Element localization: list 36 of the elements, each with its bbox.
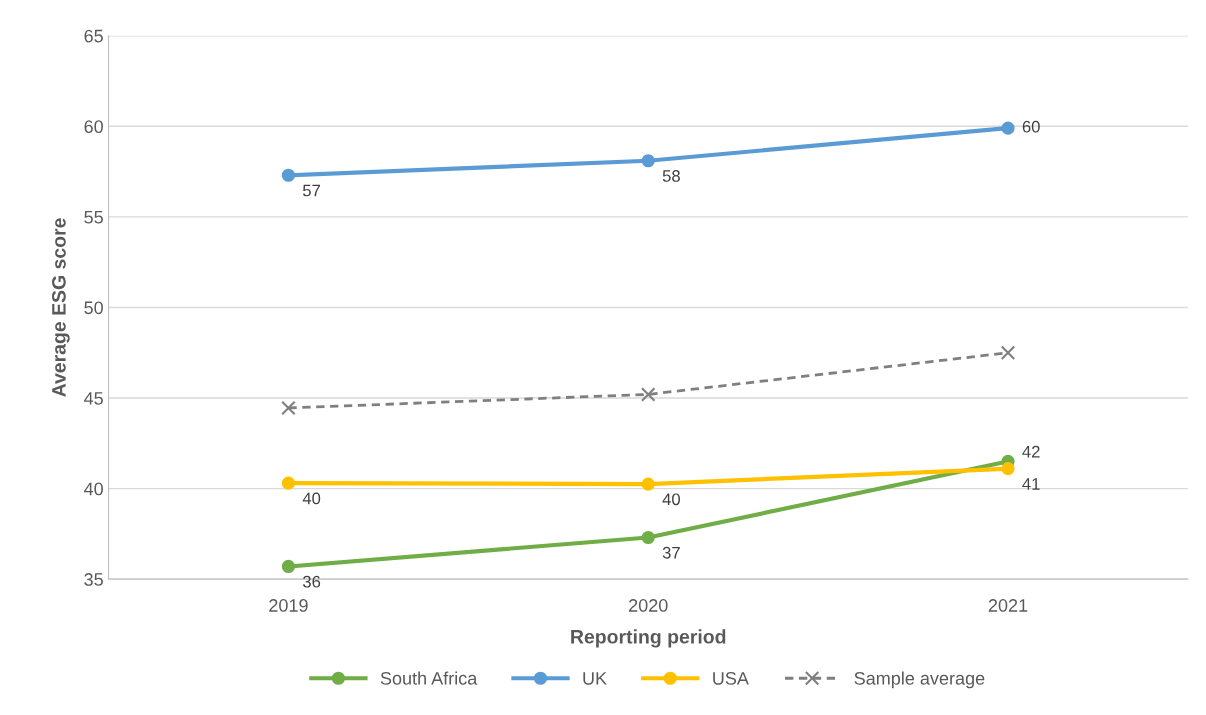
data-label: 58 [662, 170, 680, 182]
point [641, 477, 655, 491]
x-tick-label: 2019 [269, 599, 308, 612]
data-label: 41 [1022, 478, 1040, 490]
point [281, 476, 296, 490]
data-label: 36 [302, 575, 321, 588]
data-label: 57 [302, 184, 321, 197]
legend-label: USA [713, 671, 749, 685]
y-axis-title: Average ESG score [52, 218, 70, 397]
y-tick-label: 55 [84, 211, 103, 224]
x-axis-title: Reporting period [571, 629, 726, 648]
y-tick-label: 40 [84, 482, 103, 496]
point [1001, 462, 1015, 476]
point [1000, 345, 1016, 361]
y-tick-label: 35 [84, 573, 103, 586]
legend-label: UK [583, 672, 607, 685]
y-tick-label: 65 [84, 29, 103, 43]
x-tick-label: 2021 [988, 599, 1028, 612]
legend-label: Sample average [854, 671, 985, 689]
point [1001, 121, 1015, 135]
y-tick-label: 45 [84, 392, 103, 405]
point [281, 559, 296, 574]
y-tick-label: 60 [84, 120, 103, 134]
x-tick-label: 2020 [629, 599, 668, 612]
point [640, 387, 656, 402]
point [281, 168, 296, 182]
point [281, 400, 296, 416]
y-tick-label: 50 [84, 301, 103, 315]
data-label: 60 [1022, 120, 1040, 133]
legend-label: South Africa [380, 671, 478, 685]
data-label: 40 [662, 493, 680, 506]
data-label: 42 [1022, 445, 1040, 458]
point [641, 530, 655, 545]
data-label: 40 [302, 492, 321, 505]
data-label: 37 [662, 546, 680, 559]
point [641, 154, 655, 168]
